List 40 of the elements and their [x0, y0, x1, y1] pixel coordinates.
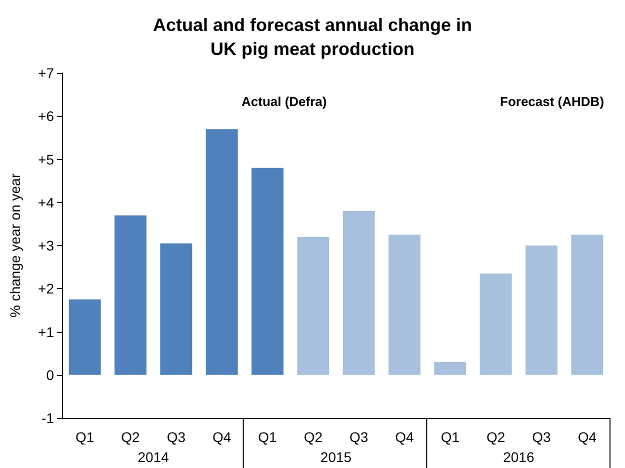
x-tick-label: Q2: [486, 429, 506, 445]
x-tick-label: Q4: [395, 429, 414, 445]
bar: [342, 211, 375, 375]
bar: [160, 243, 192, 375]
bar: [206, 129, 238, 375]
annotation: Actual (Defra): [241, 94, 327, 109]
bar: [114, 215, 146, 375]
y-tick-label: -1: [42, 410, 54, 426]
bar: [571, 234, 604, 375]
y-tick-label: +4: [38, 194, 54, 210]
x-tick-label: Q4: [212, 429, 232, 445]
x-tick-label: Q4: [578, 429, 597, 445]
bar: [434, 362, 466, 375]
y-tick-label: +2: [38, 280, 54, 297]
x-tick-label: Q1: [258, 429, 278, 445]
y-tick-label: +5: [38, 151, 54, 168]
x-tick-label: Q3: [349, 429, 368, 445]
bar: [297, 236, 330, 375]
x-tick-label: Q3: [166, 429, 186, 445]
y-tick-label: +6: [38, 108, 54, 124]
text: 2014: [138, 449, 170, 465]
chart-title: Actual and forecast annual change in UK pig meat production: [152, 15, 472, 59]
bar: [480, 274, 512, 375]
bar: [388, 234, 420, 375]
text: 2016: [503, 449, 534, 465]
y-tick-label: +1: [38, 324, 54, 340]
bar: [68, 299, 101, 375]
y-axis-title: % change year on year: [7, 173, 23, 318]
x-tick-label: Q2: [121, 429, 140, 445]
y-tick-label: 0: [46, 366, 54, 383]
y-tick-label: +3: [38, 238, 54, 254]
x-tick-label: Q1: [440, 429, 460, 445]
x-tick-label: Q1: [75, 429, 94, 445]
y-tick-label: +7: [38, 65, 54, 81]
annotation: Forecast (AHDB): [500, 94, 604, 109]
x-tick-label: Q2: [304, 429, 323, 445]
bar: [526, 246, 558, 375]
text: 2015: [320, 449, 352, 465]
bar: [252, 168, 284, 375]
x-tick-label: Q3: [532, 429, 552, 445]
